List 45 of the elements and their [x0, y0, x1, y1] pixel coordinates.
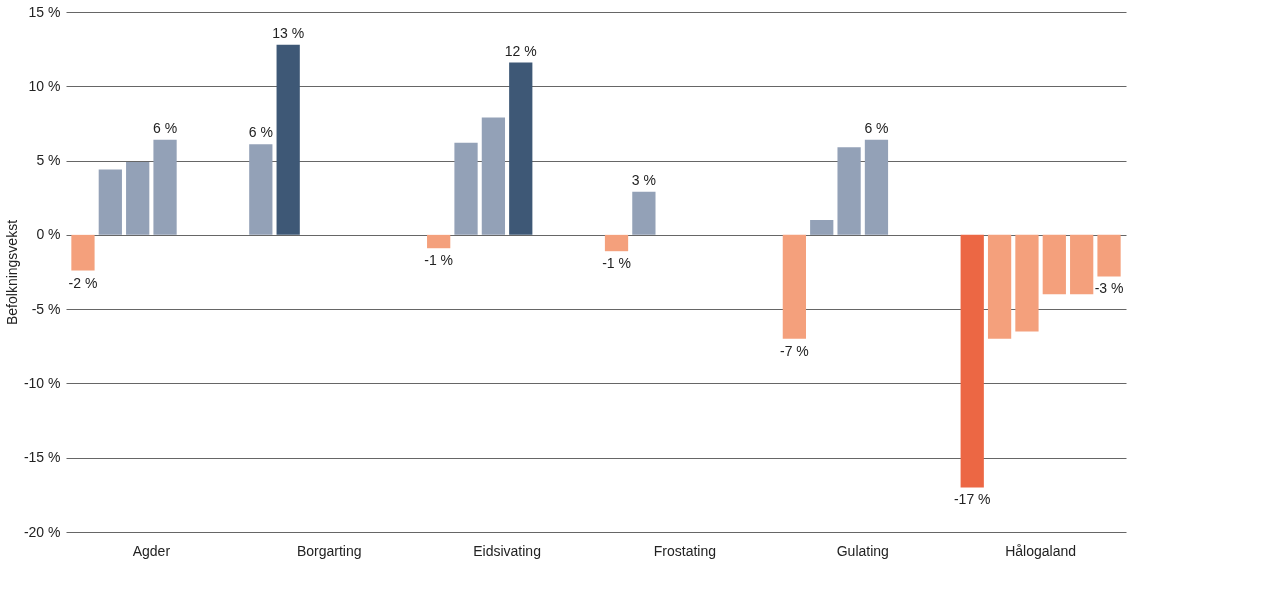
data-label: 6 % — [248, 124, 273, 141]
data-label: 12 % — [504, 42, 537, 59]
x-tick-label: Eidsivating — [473, 542, 541, 559]
bar — [126, 162, 150, 235]
bar — [604, 234, 629, 252]
y-tick-label: -5 % — [31, 300, 61, 317]
y-tick-label: 0 % — [36, 226, 61, 243]
bar — [632, 191, 656, 235]
bar — [960, 234, 984, 488]
y-tick-label: 10 % — [28, 77, 61, 94]
y-tick-label: -15 % — [23, 449, 61, 466]
bar — [810, 220, 834, 235]
y-tick-label: -20 % — [23, 523, 61, 540]
bar — [1070, 234, 1094, 295]
bar — [782, 234, 806, 339]
data-label: -7 % — [779, 342, 809, 359]
bar — [454, 142, 478, 235]
bar — [71, 234, 95, 271]
data-label: -2 % — [68, 274, 98, 291]
x-tick-label: Borgarting — [296, 542, 362, 559]
bar — [864, 139, 889, 235]
y-tick-label: 15 % — [28, 3, 61, 20]
data-label: -1 % — [424, 252, 454, 269]
bar — [153, 139, 177, 235]
data-label: 3 % — [631, 171, 656, 188]
bar — [509, 62, 533, 235]
bar — [98, 169, 122, 235]
bar — [427, 234, 451, 249]
data-label: 6 % — [152, 119, 178, 136]
data-label: 6 % — [864, 119, 889, 136]
bar — [837, 147, 861, 235]
data-label: -1 % — [602, 255, 631, 272]
x-tick-label: Agder — [132, 542, 171, 559]
x-tick-label: Gulating — [836, 542, 889, 559]
y-tick-label: -10 % — [23, 374, 61, 391]
bar — [1097, 234, 1121, 277]
data-label: 13 % — [272, 24, 305, 41]
bar — [276, 44, 300, 235]
x-tick-label: Frostating — [653, 542, 717, 559]
data-label: -3 % — [1094, 280, 1124, 297]
x-tick-label: Hålogaland — [1005, 542, 1077, 559]
data-label: -17 % — [953, 491, 991, 508]
y-tick-label: 5 % — [36, 152, 61, 169]
y-axis-title: Befolkningsvekst — [3, 219, 20, 326]
bar — [481, 117, 506, 235]
